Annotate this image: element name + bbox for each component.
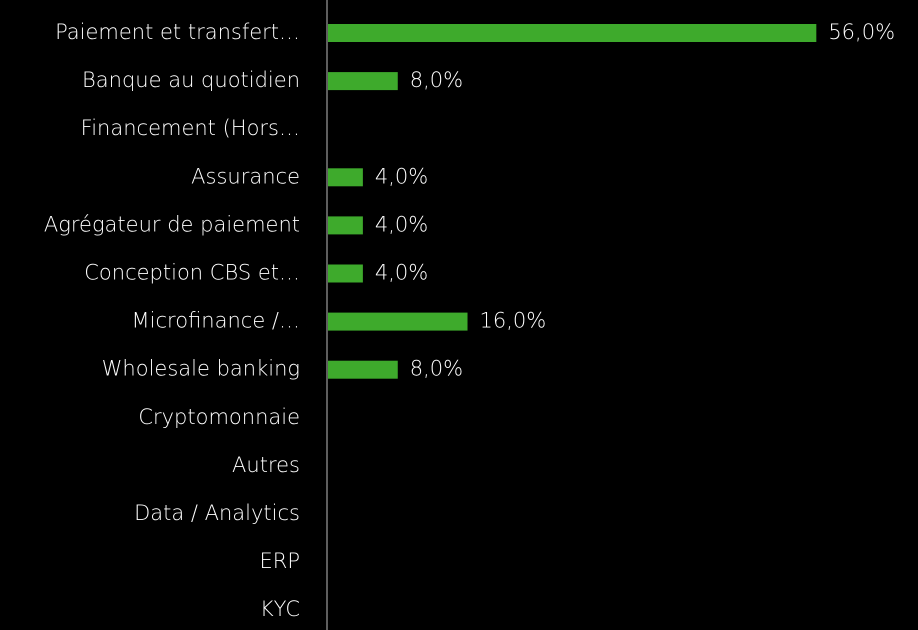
y-tick-label: Paiement et transfert…	[55, 20, 300, 44]
data-label: 4,0%	[375, 261, 428, 285]
bar	[328, 312, 468, 331]
data-label: 4,0%	[375, 212, 428, 236]
bar	[328, 360, 398, 379]
y-tick-label: Conception CBS et…	[84, 261, 300, 285]
y-tick-label: Cryptomonnaie	[138, 405, 300, 429]
y-tick-label: Wholesale banking	[102, 357, 300, 381]
data-label: 8,0%	[410, 68, 463, 92]
data-label: 4,0%	[375, 164, 428, 188]
y-tick-label: Autres	[232, 453, 300, 477]
bar	[328, 264, 363, 283]
y-tick-label: Agrégateur de paiement	[44, 212, 300, 236]
bar	[328, 72, 398, 91]
data-label: 16,0%	[480, 309, 547, 333]
y-tick-label: Data / Analytics	[134, 501, 300, 525]
y-tick-label: Assurance	[191, 164, 300, 188]
bar	[328, 216, 363, 235]
bar	[328, 168, 363, 187]
data-label: 8,0%	[410, 357, 463, 381]
y-tick-label: Microfinance /…	[132, 309, 300, 333]
y-tick-label: KYC	[260, 597, 300, 621]
y-tick-label: Banque au quotidien	[82, 68, 300, 92]
bar	[328, 24, 817, 42]
data-label: 56,0%	[828, 20, 895, 44]
y-tick-label: Financement (Hors…	[81, 116, 300, 140]
y-tick-label: ERP	[259, 549, 300, 573]
